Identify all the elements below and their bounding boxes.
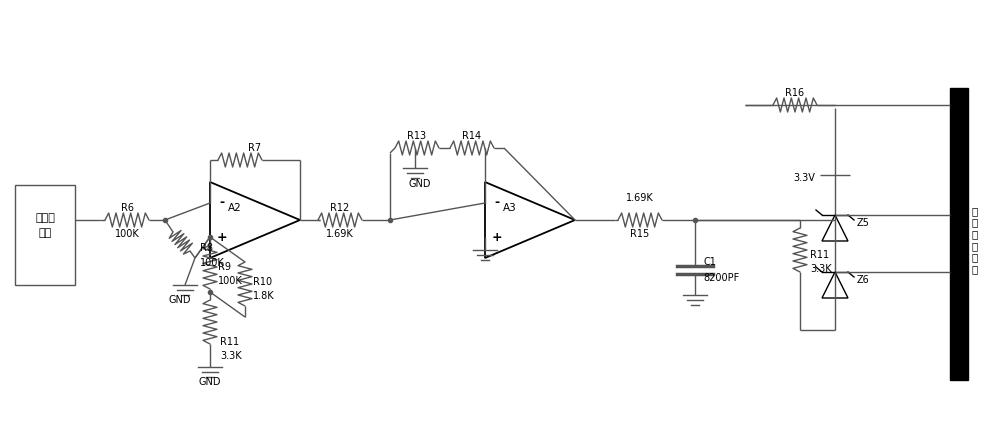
Text: 8200PF: 8200PF — [703, 273, 739, 283]
Bar — [15, 185, 75, 285]
Text: 3.3K: 3.3K — [220, 351, 242, 361]
Bar — [950, 88, 968, 380]
Text: 感器: 感器 — [38, 228, 52, 238]
Text: -: - — [219, 196, 225, 209]
Text: C1: C1 — [703, 257, 716, 267]
Text: +: + — [492, 231, 502, 244]
Text: -: - — [494, 196, 500, 209]
Text: 1.69K: 1.69K — [326, 229, 354, 239]
Text: GND: GND — [199, 377, 221, 387]
Text: +: + — [217, 231, 227, 244]
Text: R12: R12 — [330, 203, 350, 213]
Text: R8: R8 — [200, 243, 213, 253]
Text: R16: R16 — [785, 88, 805, 98]
Text: 3.3V: 3.3V — [793, 173, 815, 183]
Text: 电流传: 电流传 — [35, 213, 55, 223]
Text: R11: R11 — [810, 250, 829, 260]
Text: R9: R9 — [218, 262, 231, 272]
Text: 100K: 100K — [115, 229, 139, 239]
Text: A3: A3 — [503, 203, 517, 213]
Text: 模
数
转
换
电
路: 模 数 转 换 电 路 — [972, 206, 978, 274]
Text: Z5: Z5 — [857, 218, 870, 228]
Text: 100K: 100K — [200, 258, 225, 268]
Text: 100K: 100K — [218, 276, 243, 286]
Text: 1.8K: 1.8K — [253, 291, 275, 301]
Text: R10: R10 — [253, 277, 272, 287]
Text: 3.3K: 3.3K — [810, 264, 832, 274]
Text: R15: R15 — [630, 229, 650, 239]
Text: Z6: Z6 — [857, 275, 870, 285]
Text: R14: R14 — [462, 131, 482, 141]
Text: A2: A2 — [228, 203, 242, 213]
Text: R7: R7 — [248, 143, 262, 153]
Text: R11: R11 — [220, 337, 239, 347]
Text: GND: GND — [409, 179, 431, 189]
Text: R6: R6 — [120, 203, 134, 213]
Text: R13: R13 — [407, 131, 427, 141]
Text: GND: GND — [169, 295, 191, 305]
Text: 1.69K: 1.69K — [626, 193, 654, 203]
